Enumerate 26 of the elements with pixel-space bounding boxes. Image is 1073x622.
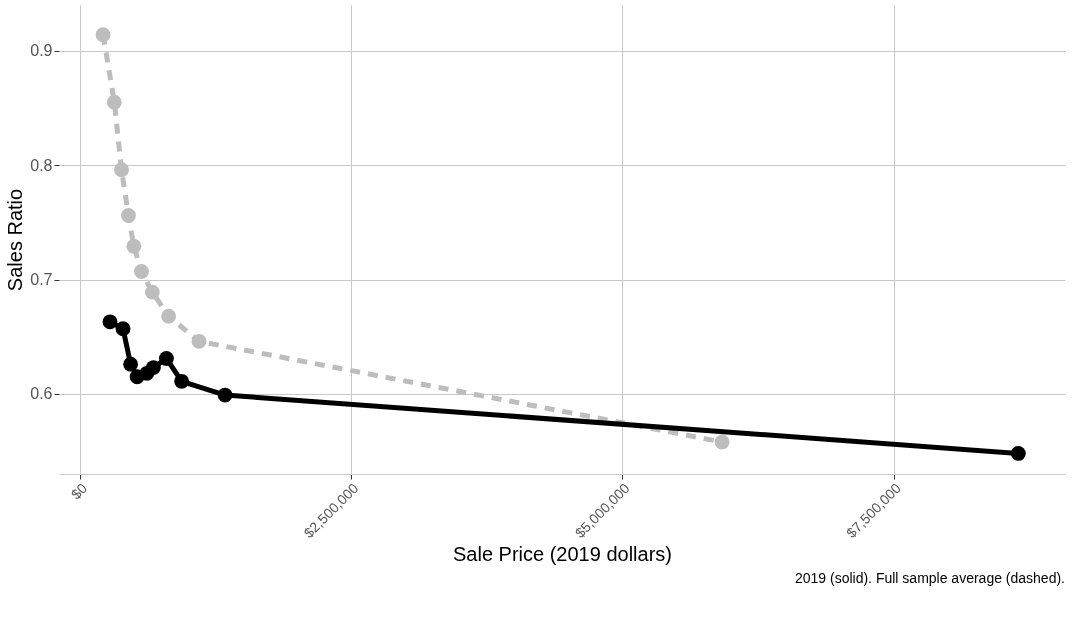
point <box>144 284 160 300</box>
point <box>126 238 142 254</box>
point <box>115 321 131 337</box>
y-tick-label: 0.6 <box>30 385 53 403</box>
point <box>159 351 174 366</box>
point <box>714 434 730 450</box>
point <box>121 208 136 223</box>
point <box>123 356 139 372</box>
x-axis-title: Sale Price (2019 dollars) <box>453 542 672 565</box>
point <box>95 27 111 43</box>
point <box>161 308 177 324</box>
point <box>114 162 129 178</box>
point <box>102 314 118 330</box>
point <box>1010 446 1026 461</box>
y-tick-label: 0.7 <box>30 271 53 289</box>
x-tick-label: $0 <box>67 479 91 503</box>
point <box>134 264 149 279</box>
y-tick-label: 0.9 <box>30 42 53 60</box>
y-axis-title: Sales Ratio <box>4 188 27 292</box>
text: 2019 (solid). Full sample average (dashed). <box>794 570 1065 587</box>
point <box>217 387 233 403</box>
point <box>174 373 190 389</box>
point <box>106 94 122 110</box>
y-tick-label: 0.8 <box>30 156 53 174</box>
point <box>191 333 207 349</box>
point <box>146 360 161 376</box>
